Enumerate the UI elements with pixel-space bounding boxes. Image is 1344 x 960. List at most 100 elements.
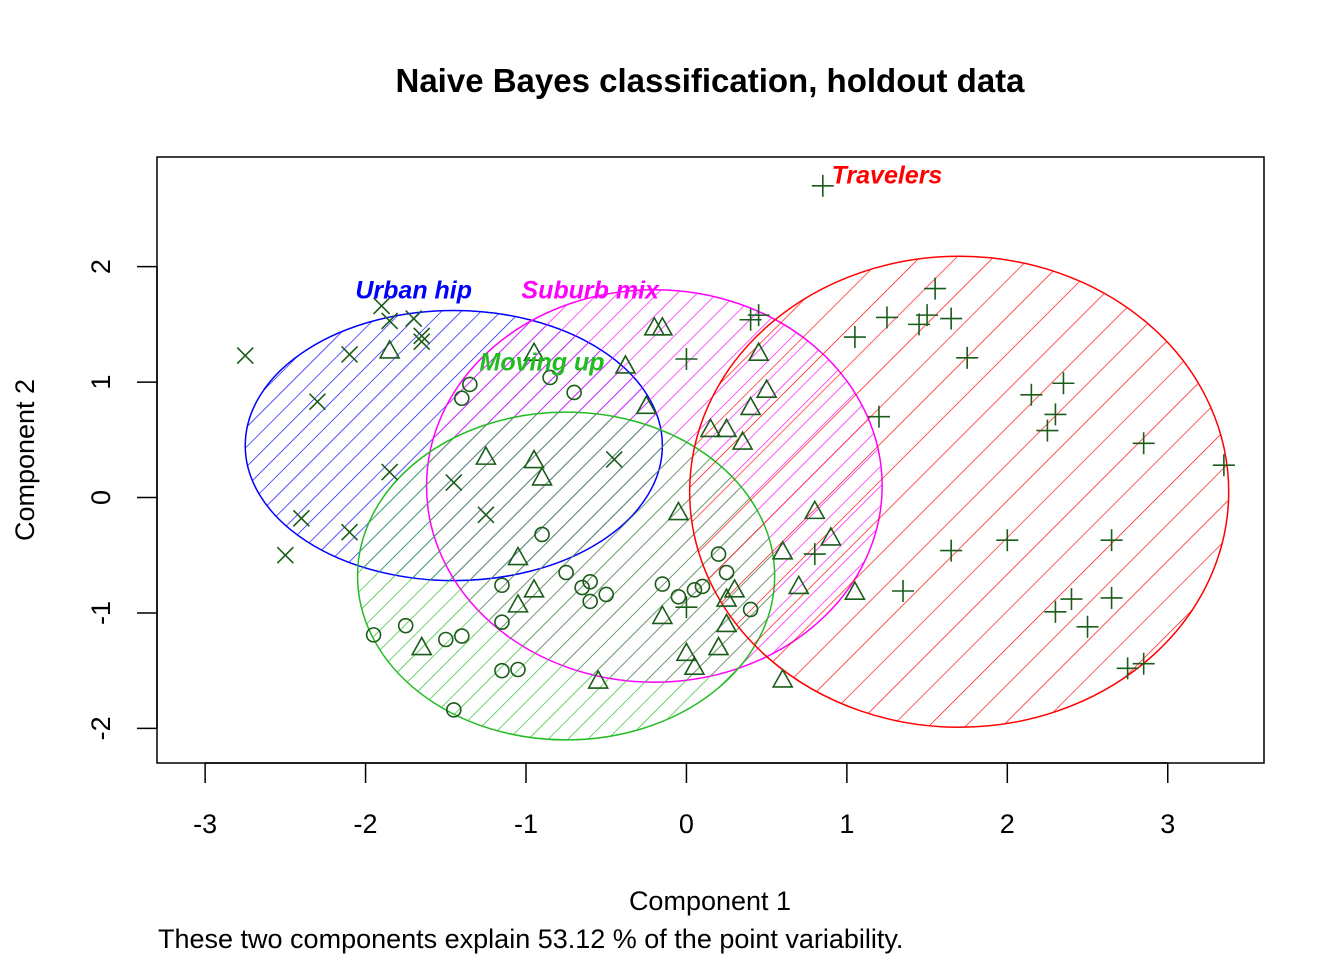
x-axis: -3 -2 -1 0 1 2 3 xyxy=(193,762,1175,839)
cluster-label-suburb-mix: Suburb mix xyxy=(521,277,660,305)
point-urban-hip xyxy=(381,463,399,481)
point-suburb-mix xyxy=(587,669,610,689)
y-axis: -2 -1 0 1 2 xyxy=(86,259,158,740)
point-moving-up xyxy=(582,593,598,610)
x-tick-label: 0 xyxy=(679,809,694,839)
y-tick-label: 0 xyxy=(86,490,116,505)
point-suburb-mix xyxy=(699,417,722,438)
point-travelers xyxy=(1020,383,1043,406)
point-urban-hip xyxy=(413,327,431,345)
point-moving-up xyxy=(566,384,582,401)
point-suburb-mix xyxy=(410,635,433,656)
y-axis-label: Component 2 xyxy=(10,379,40,541)
point-suburb-mix xyxy=(378,339,401,359)
point-moving-up xyxy=(462,376,478,393)
point-suburb-mix xyxy=(723,578,746,598)
point-moving-up xyxy=(558,564,574,581)
cluster-ellipse-travelers xyxy=(688,255,1230,728)
x-tick-label: 1 xyxy=(839,809,854,839)
point-suburb-mix xyxy=(675,641,698,662)
point-suburb-mix xyxy=(667,500,690,521)
point-moving-up xyxy=(446,702,462,718)
point-suburb-mix xyxy=(523,341,545,362)
point-urban-hip xyxy=(236,346,254,365)
point-urban-hip xyxy=(308,393,327,411)
point-layer xyxy=(236,174,1235,718)
point-suburb-mix xyxy=(771,540,794,560)
point-moving-up xyxy=(494,662,510,679)
point-moving-up xyxy=(742,601,759,618)
x-tick-label: -3 xyxy=(193,809,217,839)
point-urban-hip xyxy=(477,506,495,524)
point-suburb-mix xyxy=(715,417,738,438)
point-travelers xyxy=(1100,529,1123,552)
point-travelers xyxy=(940,307,963,330)
point-urban-hip xyxy=(340,345,359,363)
point-urban-hip xyxy=(405,310,423,328)
variability-note: These two components explain 53.12 % of … xyxy=(158,924,903,954)
y-tick-label: 1 xyxy=(86,375,116,390)
point-suburb-mix xyxy=(651,604,674,625)
point-moving-up xyxy=(710,546,727,562)
point-urban-hip xyxy=(292,509,310,527)
point-travelers xyxy=(956,346,979,369)
ellipse-layer xyxy=(244,255,1230,741)
point-moving-up xyxy=(542,369,558,386)
point-travelers xyxy=(1100,586,1123,609)
point-moving-up xyxy=(454,390,470,407)
point-moving-up xyxy=(494,577,510,594)
point-urban-hip xyxy=(413,333,431,351)
point-moving-up xyxy=(397,617,414,634)
point-suburb-mix xyxy=(683,655,706,675)
point-suburb-mix xyxy=(635,394,658,415)
point-suburb-mix xyxy=(731,430,754,450)
point-moving-up xyxy=(365,627,382,643)
point-suburb-mix xyxy=(523,578,545,598)
point-suburb-mix xyxy=(803,499,826,520)
cluster-label-layer: Urban hip Suburb mix Moving up Travelers xyxy=(355,161,942,376)
x-axis-label: Component 1 xyxy=(629,886,791,916)
point-travelers xyxy=(811,174,834,197)
x-tick-label: -2 xyxy=(354,809,378,839)
point-travelers xyxy=(892,580,915,603)
point-travelers xyxy=(916,304,939,327)
point-suburb-mix xyxy=(614,354,637,374)
point-suburb-mix xyxy=(787,574,810,595)
point-suburb-mix xyxy=(507,545,529,566)
point-travelers xyxy=(940,539,963,562)
point-suburb-mix xyxy=(531,466,553,486)
point-suburb-mix xyxy=(523,448,545,469)
point-urban-hip xyxy=(381,312,399,330)
x-tick-label: 3 xyxy=(1160,809,1175,839)
point-moving-up xyxy=(598,586,615,603)
point-suburb-mix xyxy=(747,341,770,362)
point-moving-up xyxy=(686,582,703,598)
point-suburb-mix xyxy=(739,395,762,416)
point-travelers xyxy=(803,543,826,566)
point-travelers xyxy=(1212,454,1235,477)
point-travelers xyxy=(1044,403,1067,426)
point-travelers xyxy=(675,348,698,370)
point-travelers xyxy=(1116,657,1139,680)
point-travelers xyxy=(1132,652,1155,675)
point-suburb-mix xyxy=(755,378,778,398)
point-suburb-mix xyxy=(844,580,866,600)
x-tick-label: -1 xyxy=(514,809,538,839)
point-travelers xyxy=(996,529,1019,552)
point-urban-hip xyxy=(373,297,391,315)
point-moving-up xyxy=(534,526,550,543)
point-suburb-mix xyxy=(507,593,529,613)
point-travelers xyxy=(1036,419,1059,442)
point-moving-up xyxy=(718,564,735,581)
cluster-label-urban-hip: Urban hip xyxy=(355,277,472,305)
point-suburb-mix xyxy=(771,668,794,688)
chart-title: Naive Bayes classification, holdout data xyxy=(395,62,1025,99)
cluster-label-travelers: Travelers xyxy=(832,161,943,189)
point-urban-hip xyxy=(605,450,623,468)
point-moving-up xyxy=(454,628,470,644)
point-suburb-mix xyxy=(715,612,738,633)
point-urban-hip xyxy=(340,523,359,541)
point-travelers xyxy=(1076,615,1099,638)
point-moving-up xyxy=(694,578,711,595)
point-travelers xyxy=(924,277,947,300)
